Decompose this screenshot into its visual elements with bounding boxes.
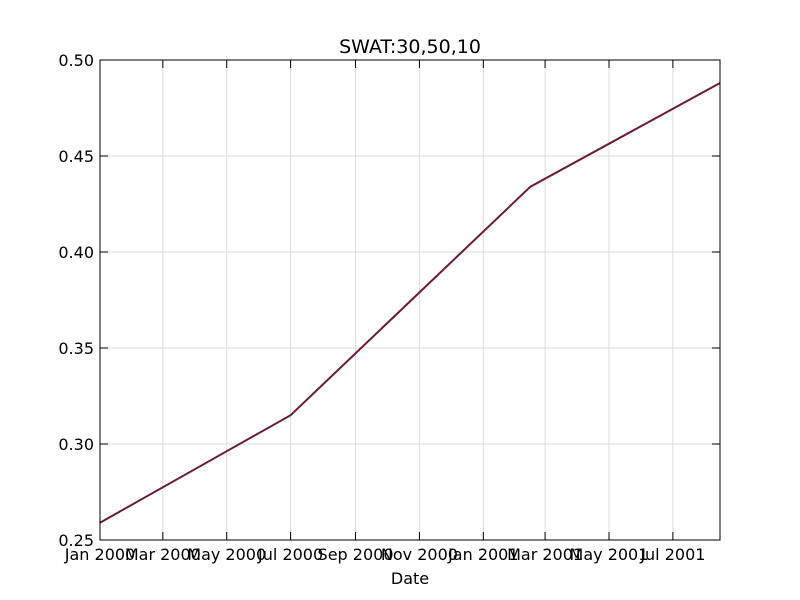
x-tick-label: Jul 2000	[257, 545, 323, 564]
x-tick-label: Jul 2001	[639, 545, 705, 564]
plot-frame	[99, 59, 721, 541]
y-tick-label: 0.40	[58, 243, 94, 262]
x-tick-label: May 2001	[570, 545, 649, 564]
y-tick-label: 0.35	[58, 339, 94, 358]
x-tick-label: May 2000	[187, 545, 266, 564]
x-tick-label: Mar 2001	[507, 545, 583, 564]
x-axis-label: Date	[391, 569, 429, 588]
x-tick-label: Jan 2000	[64, 545, 135, 564]
x-tick-label: Nov 2000	[381, 545, 458, 564]
y-tick-label: 0.30	[58, 435, 94, 454]
y-tick-label: 0.50	[58, 51, 94, 70]
series-line	[99, 82, 721, 524]
y-tick-labels: 0.25 0.30 0.35 0.40 0.45 0.50	[58, 51, 94, 550]
series-layer	[99, 82, 721, 524]
y-tick-label: 0.25	[58, 531, 94, 550]
x-tick-label: Jan 2001	[447, 545, 518, 564]
y-tick-label: 0.45	[58, 147, 94, 166]
ticks	[99, 59, 720, 541]
x-tick-label: Mar 2000	[125, 545, 201, 564]
chart-title: SWAT:30,50,10	[339, 36, 481, 58]
x-tick-label: Sep 2000	[318, 545, 394, 564]
grid	[99, 59, 720, 541]
